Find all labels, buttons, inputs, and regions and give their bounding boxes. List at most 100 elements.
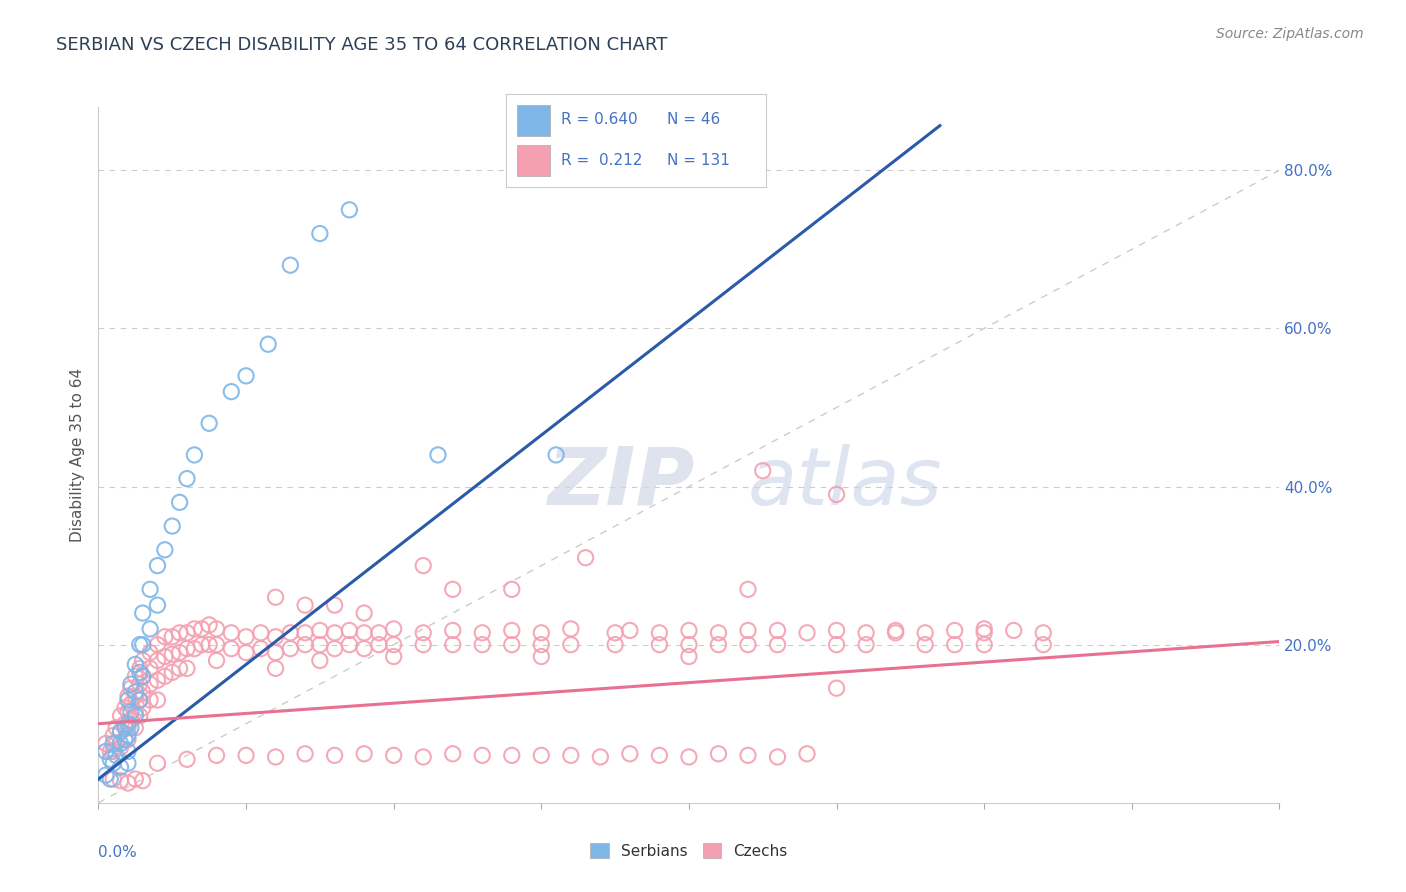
Point bbox=[353, 625, 375, 640]
Point bbox=[339, 638, 360, 652]
Point bbox=[546, 448, 568, 462]
Point bbox=[412, 638, 434, 652]
Point bbox=[278, 258, 302, 272]
Point bbox=[339, 624, 360, 638]
Point bbox=[737, 748, 759, 763]
Point bbox=[219, 625, 242, 640]
Point bbox=[169, 495, 191, 509]
Point bbox=[973, 625, 995, 640]
Point bbox=[707, 747, 730, 761]
Point bbox=[162, 665, 183, 680]
Point bbox=[114, 701, 136, 715]
Point bbox=[943, 638, 966, 652]
Point bbox=[235, 646, 257, 660]
Point bbox=[191, 638, 214, 652]
Point bbox=[120, 713, 142, 727]
Point bbox=[117, 744, 139, 758]
Text: ZIP: ZIP bbox=[547, 443, 695, 522]
Point bbox=[501, 638, 523, 652]
Point bbox=[128, 693, 150, 707]
Point bbox=[737, 638, 759, 652]
Point bbox=[560, 748, 582, 763]
Point bbox=[589, 750, 612, 764]
Text: 0.0%: 0.0% bbox=[98, 845, 138, 860]
Text: R =  0.212: R = 0.212 bbox=[561, 153, 643, 168]
Point bbox=[94, 737, 117, 751]
Point bbox=[153, 542, 176, 557]
Point bbox=[114, 716, 136, 731]
Point bbox=[162, 647, 183, 661]
Point bbox=[619, 624, 641, 638]
Point bbox=[294, 638, 316, 652]
Point bbox=[1032, 638, 1054, 652]
Point bbox=[368, 638, 391, 652]
Point bbox=[825, 638, 848, 652]
Point bbox=[382, 638, 405, 652]
Point bbox=[117, 721, 139, 735]
Point bbox=[382, 649, 405, 664]
Point bbox=[205, 653, 228, 667]
Point bbox=[914, 625, 936, 640]
Point bbox=[132, 606, 155, 620]
Point bbox=[146, 598, 169, 612]
Point bbox=[264, 646, 287, 660]
Point bbox=[884, 625, 907, 640]
Point bbox=[114, 732, 136, 747]
Point bbox=[169, 625, 191, 640]
Point bbox=[294, 747, 316, 761]
Point bbox=[264, 661, 287, 675]
Point bbox=[124, 721, 146, 735]
Point bbox=[737, 624, 759, 638]
Point bbox=[162, 630, 183, 644]
Point bbox=[198, 638, 221, 652]
Point bbox=[412, 750, 434, 764]
Point bbox=[501, 748, 523, 763]
Point bbox=[120, 697, 142, 711]
Point bbox=[110, 724, 132, 739]
Point bbox=[183, 622, 205, 636]
Point bbox=[250, 641, 273, 656]
Point bbox=[766, 624, 789, 638]
Point bbox=[264, 630, 287, 644]
Point bbox=[132, 638, 155, 652]
Point bbox=[973, 638, 995, 652]
Point bbox=[103, 756, 125, 771]
Point bbox=[117, 756, 139, 771]
Point bbox=[128, 677, 150, 691]
Text: atlas: atlas bbox=[748, 443, 943, 522]
Point bbox=[128, 665, 150, 680]
Point bbox=[441, 582, 464, 597]
Point bbox=[117, 716, 139, 731]
Point bbox=[120, 681, 142, 695]
Point bbox=[114, 721, 136, 735]
Point bbox=[110, 773, 132, 788]
Point bbox=[471, 638, 494, 652]
Text: R = 0.640: R = 0.640 bbox=[561, 112, 637, 128]
Text: SERBIAN VS CZECH DISABILITY AGE 35 TO 64 CORRELATION CHART: SERBIAN VS CZECH DISABILITY AGE 35 TO 64… bbox=[56, 36, 668, 54]
Point bbox=[560, 622, 582, 636]
Point bbox=[707, 625, 730, 640]
Point bbox=[117, 776, 139, 790]
Point bbox=[501, 624, 523, 638]
Point bbox=[973, 622, 995, 636]
Point bbox=[146, 673, 169, 688]
Point bbox=[117, 705, 139, 719]
Point bbox=[825, 487, 848, 501]
Point bbox=[678, 649, 700, 664]
Point bbox=[105, 721, 128, 735]
Point bbox=[110, 740, 132, 755]
Point bbox=[796, 747, 818, 761]
Point bbox=[605, 625, 627, 640]
Point bbox=[98, 752, 121, 766]
Point bbox=[117, 689, 139, 703]
Text: N = 131: N = 131 bbox=[668, 153, 730, 168]
Point bbox=[110, 708, 132, 723]
Point bbox=[884, 624, 907, 638]
Point bbox=[235, 368, 257, 383]
Point bbox=[128, 638, 150, 652]
Point bbox=[110, 760, 132, 774]
Point bbox=[1032, 625, 1054, 640]
Point bbox=[471, 625, 494, 640]
Point bbox=[176, 661, 198, 675]
Point bbox=[146, 693, 169, 707]
